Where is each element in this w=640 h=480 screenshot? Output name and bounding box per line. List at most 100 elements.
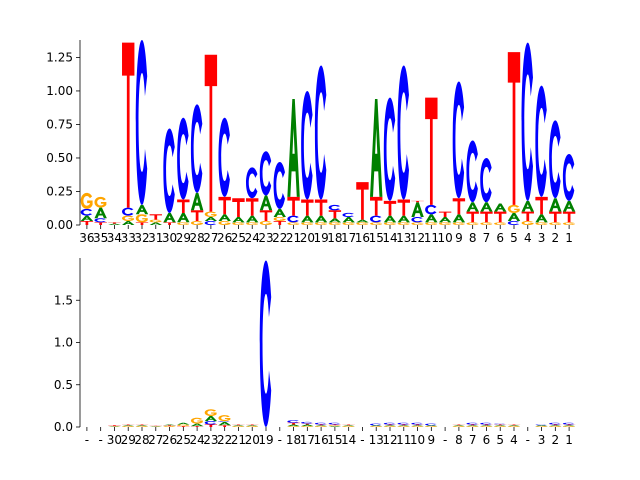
logo-letter-t [549,424,562,426]
logo-letter-t [507,424,521,426]
logo-letter-t [135,424,149,426]
x-tick-label: 4 [510,433,518,447]
bottom-logo-panel: 0.00.51.01.5- -302928272625242322212019-1… [54,258,576,447]
logo-letter-t [562,424,576,426]
x-tick-label: 8 [455,433,463,447]
x-tick-label: 10 [437,231,452,245]
x-tick-label: - [278,433,282,447]
logo-letter-a [480,202,493,212]
logo-letter-g [246,426,258,427]
logo-letter-t [287,196,300,216]
y-tick-label: 0.75 [46,117,73,131]
logo-letter-c [494,423,506,425]
logo-letter-t [177,199,190,213]
logo-letter-c [328,422,341,425]
logo-letter-g [535,426,548,427]
logo-letter-a [135,425,149,427]
logo-letter-a [232,425,245,427]
logo-letter-c [177,117,189,200]
logo-letter-t [163,425,176,427]
x-tick-label: 23 [258,231,273,245]
x-tick-label: - [443,433,447,447]
logo-letter-t [507,52,521,205]
logo-letter-c [163,128,175,213]
y-tick-label: 1.0 [54,336,73,350]
logo-letter-c [259,260,272,427]
logo-letter-t [149,214,162,220]
logo-letter-t [301,423,314,425]
logo-letter-a [287,424,300,427]
logo-letter-a [108,223,121,225]
x-tick-label: 9 [428,433,436,447]
logo-letter-t [452,424,466,426]
x-tick-label: 19 [313,231,328,245]
logo-letter-g [466,426,479,427]
logo-letter-t [383,200,397,216]
logo-letter-c [204,421,217,425]
logo-letter-a [383,215,397,223]
logo-letter-c [370,215,382,223]
x-tick-label: 31 [148,231,163,245]
logo-letter-g [301,222,314,225]
x-tick-label: 30 [162,231,177,245]
logo-letter-g [177,222,190,225]
logo-letter-a [425,214,438,223]
y-tick-label: 0.5 [54,378,73,392]
logo-letter-t [411,200,424,203]
logo-letter-c [397,422,409,425]
x-tick-label: 35 [93,231,108,245]
logo-letter-g [246,222,258,225]
logo-letter-a [370,98,383,197]
logo-letter-g [494,222,506,225]
logo-letter-a [190,192,204,211]
logo-letter-g [122,215,134,221]
logo-letter-t [562,211,576,223]
logo-letter-g [549,426,562,427]
x-tick-label: 20 [245,433,260,447]
logo-letter-t [521,211,534,221]
x-tick-label: - [360,433,364,447]
logo-letter-g [135,426,148,427]
logo-letter-a [342,425,355,427]
logo-letter-a [122,425,135,427]
logo-letter-a [232,216,245,223]
logo-letter-g [494,426,506,427]
logo-letter-g [301,426,314,427]
logo-letter-a [535,214,548,223]
x-tick-label: 29 [176,231,191,245]
logo-letter-g [397,426,410,427]
logo-letter-c [246,167,258,199]
x-tick-label: 3 [538,433,546,447]
logo-letter-c [425,204,437,215]
x-tick-label: 12 [382,433,397,447]
logo-letter-c [562,153,575,201]
logo-letter-g [94,196,107,208]
top-logo-panel: 0.000.250.500.751.001.253635343332313029… [46,40,576,245]
x-tick-label: 29 [121,433,136,447]
logo-letter-a [218,421,231,426]
x-tick-label: 15 [369,231,384,245]
logo-letter-a [204,216,218,221]
logo-letter-a [204,416,218,422]
x-tick-label: 18 [286,433,301,447]
logo-letter-a [314,215,328,223]
logo-letter-t [259,210,273,221]
logo-letter-c [535,85,547,197]
x-tick-label: 33 [121,231,136,245]
logo-letter-a [190,423,204,427]
x-tick-label: 6 [496,231,504,245]
logo-letter-c [314,422,327,425]
logo-letter-a [370,425,383,427]
logo-letter-t [177,426,190,427]
logo-letter-g [383,426,396,427]
x-tick-label: 1 [565,231,573,245]
logo-letter-g [507,204,520,213]
logo-letter-c [218,421,230,422]
logo-letter-c [342,212,354,217]
logo-letter-g [218,220,231,225]
x-tick-label: 21 [231,433,246,447]
y-tick-label: 0.50 [46,151,73,165]
x-tick-label: 16 [313,433,328,447]
logo-letter-c [425,423,437,426]
